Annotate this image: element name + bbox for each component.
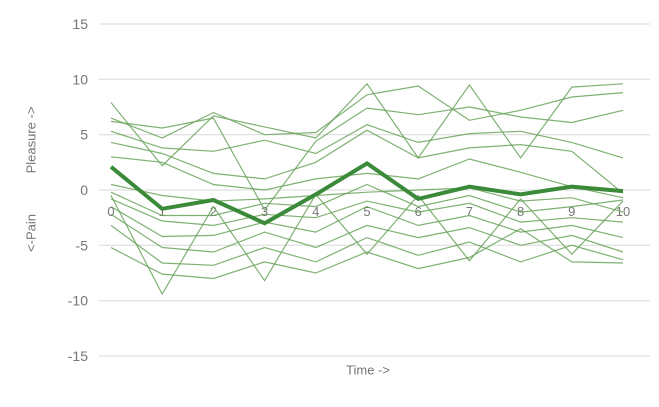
individual-run-line <box>110 193 624 296</box>
individual-run-line <box>110 227 624 280</box>
mean-line <box>109 161 624 226</box>
individual-run-line <box>110 129 624 194</box>
individual-run-line <box>110 156 624 199</box>
individual-run-line <box>110 106 624 212</box>
x-tick-label: 9 <box>568 204 575 219</box>
x-tick-label: 1 <box>159 204 166 219</box>
y-tick-label: 15 <box>72 16 88 32</box>
x-tick-label: 3 <box>261 204 268 219</box>
y-tick-label: 10 <box>72 71 88 87</box>
x-tick-label: 4 <box>312 204 319 219</box>
y-tick-label: -15 <box>68 348 88 364</box>
individual-run-line <box>110 213 624 253</box>
x-tick-label: 2 <box>210 204 217 219</box>
individual-run-line <box>110 183 624 213</box>
y-tick-label: -5 <box>76 237 89 253</box>
individual-run-line <box>110 124 624 159</box>
x-tick-label: 5 <box>363 204 370 219</box>
x-tick-label: 7 <box>466 204 473 219</box>
x-tick-label: 0 <box>107 204 114 219</box>
individual-run-line <box>110 198 624 227</box>
individual-run-line <box>110 82 624 167</box>
individual-run-line <box>110 224 624 266</box>
y-tick-label: 5 <box>80 127 88 143</box>
individual-run-line <box>110 183 624 217</box>
y-tick-label: 0 <box>80 182 88 198</box>
y-tick-label: -10 <box>68 293 88 309</box>
